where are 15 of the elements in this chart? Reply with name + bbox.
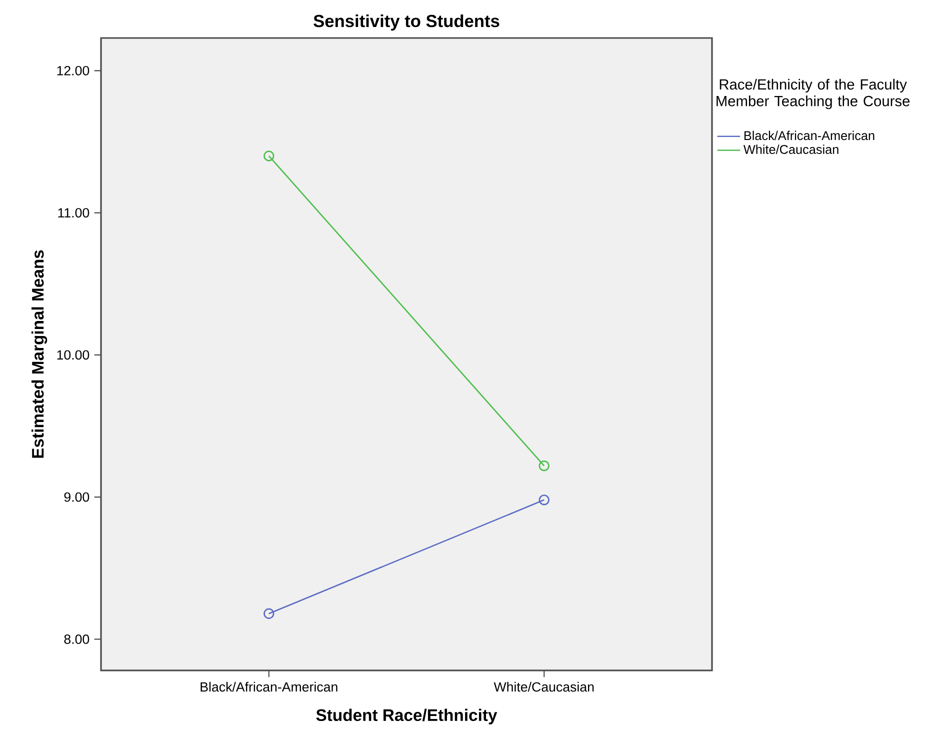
chart-title: Sensitivity to Students bbox=[314, 14, 500, 31]
legend-label: Black/African-American bbox=[744, 130, 874, 140]
y-tick-label: 10.00 bbox=[57, 350, 90, 360]
legend-title: Race/Ethnicity of the Faculty Member Teaching the Course bbox=[716, 78, 910, 110]
y-tick-label: 11.00 bbox=[58, 208, 90, 218]
y-axis-title: Estimated Marginal Means bbox=[31, 250, 48, 458]
point bbox=[538, 494, 550, 506]
legend-label: White/Caucasian bbox=[743, 144, 838, 154]
x-axis-title: Student Race/Ethnicity bbox=[316, 708, 498, 724]
y-tick-label: 8.00 bbox=[64, 634, 90, 644]
point bbox=[264, 150, 274, 162]
y-tick-label: 12.00 bbox=[57, 66, 90, 76]
y-tick-label: 9.00 bbox=[64, 492, 90, 502]
point bbox=[538, 460, 550, 472]
point bbox=[264, 608, 274, 619]
